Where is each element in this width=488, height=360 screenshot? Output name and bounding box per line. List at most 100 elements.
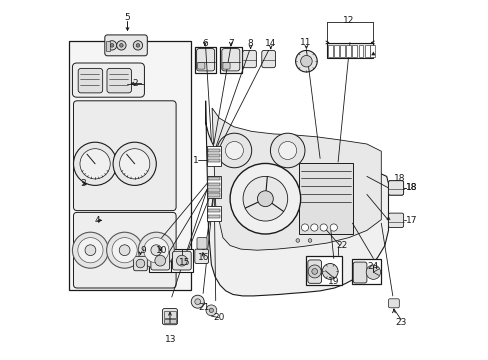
Circle shape	[78, 238, 103, 263]
Bar	[206, 176, 221, 198]
Circle shape	[311, 269, 317, 274]
FancyBboxPatch shape	[78, 68, 102, 93]
Circle shape	[300, 55, 311, 67]
Polygon shape	[205, 101, 387, 296]
Bar	[207, 215, 220, 218]
Circle shape	[151, 245, 162, 256]
Circle shape	[143, 238, 168, 263]
Bar	[306, 256, 341, 285]
Circle shape	[110, 44, 114, 47]
FancyBboxPatch shape	[172, 251, 191, 270]
Circle shape	[136, 44, 140, 47]
FancyBboxPatch shape	[107, 68, 131, 93]
FancyBboxPatch shape	[104, 35, 147, 56]
Circle shape	[257, 191, 273, 207]
Circle shape	[117, 41, 126, 50]
FancyBboxPatch shape	[194, 249, 208, 264]
FancyBboxPatch shape	[151, 251, 169, 270]
Bar	[370, 45, 374, 57]
Text: 9: 9	[141, 246, 146, 255]
Bar	[207, 188, 220, 192]
FancyBboxPatch shape	[307, 260, 321, 283]
Circle shape	[243, 176, 287, 221]
Bar	[69, 41, 191, 290]
Text: 18: 18	[405, 184, 416, 193]
Circle shape	[107, 41, 117, 50]
Text: 18: 18	[393, 174, 404, 183]
Text: 3: 3	[81, 179, 86, 188]
Bar	[170, 249, 193, 272]
Bar	[333, 45, 338, 57]
Bar	[149, 249, 171, 272]
Circle shape	[205, 305, 216, 316]
Bar	[340, 45, 344, 57]
Bar	[207, 183, 220, 186]
Circle shape	[322, 264, 337, 279]
Bar	[352, 45, 356, 57]
FancyBboxPatch shape	[222, 49, 239, 71]
Text: 1: 1	[192, 156, 198, 165]
FancyBboxPatch shape	[73, 212, 176, 288]
FancyBboxPatch shape	[162, 309, 177, 325]
FancyBboxPatch shape	[387, 181, 403, 195]
Circle shape	[106, 232, 142, 268]
Circle shape	[191, 295, 204, 308]
Circle shape	[230, 163, 300, 234]
Bar	[163, 311, 176, 318]
Circle shape	[113, 142, 156, 185]
FancyBboxPatch shape	[133, 256, 147, 271]
Text: 5: 5	[124, 13, 130, 22]
FancyBboxPatch shape	[73, 101, 176, 211]
Bar	[220, 47, 241, 73]
Circle shape	[366, 265, 380, 279]
Bar	[207, 177, 220, 180]
FancyBboxPatch shape	[242, 50, 256, 68]
Text: 2: 2	[132, 79, 137, 88]
Bar	[207, 149, 220, 152]
Bar	[194, 47, 216, 73]
Circle shape	[119, 245, 130, 256]
Circle shape	[209, 308, 213, 312]
Text: 22: 22	[335, 241, 346, 250]
Bar	[207, 193, 220, 197]
Text: 19: 19	[327, 277, 339, 286]
Text: 23: 23	[395, 318, 406, 327]
Circle shape	[136, 259, 144, 268]
Text: 12: 12	[343, 17, 354, 26]
Bar	[207, 159, 220, 162]
Circle shape	[307, 265, 321, 278]
Polygon shape	[371, 52, 374, 55]
Bar	[326, 43, 373, 58]
Circle shape	[301, 224, 308, 231]
Bar	[163, 319, 176, 323]
Polygon shape	[212, 108, 381, 250]
Text: 13: 13	[164, 335, 176, 343]
Bar	[206, 206, 221, 221]
Circle shape	[73, 142, 117, 185]
Circle shape	[295, 239, 299, 242]
Bar	[207, 209, 220, 212]
Bar	[327, 45, 332, 57]
Bar	[106, 41, 110, 51]
FancyBboxPatch shape	[387, 181, 403, 195]
Bar	[207, 154, 220, 157]
Circle shape	[307, 239, 311, 242]
Circle shape	[320, 224, 326, 231]
Text: 6: 6	[202, 39, 207, 48]
Bar	[206, 146, 221, 166]
FancyBboxPatch shape	[352, 262, 366, 283]
Circle shape	[80, 149, 110, 179]
Circle shape	[120, 44, 123, 47]
Circle shape	[155, 255, 165, 266]
FancyBboxPatch shape	[387, 213, 403, 228]
Circle shape	[138, 232, 174, 268]
Text: 20: 20	[212, 313, 224, 322]
Circle shape	[72, 232, 108, 268]
FancyBboxPatch shape	[197, 238, 206, 249]
Text: 18: 18	[405, 184, 416, 193]
Text: 15: 15	[179, 258, 190, 266]
Circle shape	[133, 41, 142, 50]
Circle shape	[217, 133, 251, 168]
Circle shape	[310, 224, 317, 231]
Circle shape	[329, 224, 337, 231]
